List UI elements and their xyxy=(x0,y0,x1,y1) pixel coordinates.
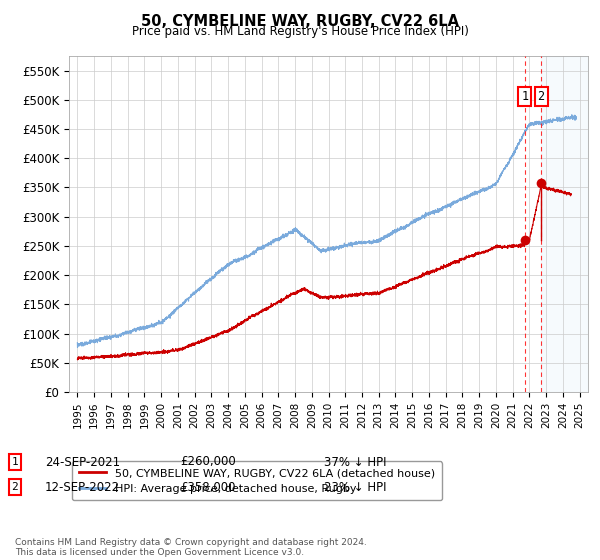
Text: £358,000: £358,000 xyxy=(180,480,235,494)
Text: 2: 2 xyxy=(11,482,19,492)
Legend: 50, CYMBELINE WAY, RUGBY, CV22 6LA (detached house), HPI: Average price, detache: 50, CYMBELINE WAY, RUGBY, CV22 6LA (deta… xyxy=(72,461,442,500)
Text: 2: 2 xyxy=(538,90,545,104)
Text: 37% ↓ HPI: 37% ↓ HPI xyxy=(324,455,386,469)
Text: 12-SEP-2022: 12-SEP-2022 xyxy=(45,480,120,494)
Text: Contains HM Land Registry data © Crown copyright and database right 2024.
This d: Contains HM Land Registry data © Crown c… xyxy=(15,538,367,557)
Bar xyxy=(541,56,588,392)
Text: 1: 1 xyxy=(521,90,529,104)
Text: 24-SEP-2021: 24-SEP-2021 xyxy=(45,455,120,469)
Text: 23% ↓ HPI: 23% ↓ HPI xyxy=(324,480,386,494)
Text: 50, CYMBELINE WAY, RUGBY, CV22 6LA: 50, CYMBELINE WAY, RUGBY, CV22 6LA xyxy=(141,14,459,29)
Text: 1: 1 xyxy=(11,457,19,467)
Text: Price paid vs. HM Land Registry's House Price Index (HPI): Price paid vs. HM Land Registry's House … xyxy=(131,25,469,38)
Text: £260,000: £260,000 xyxy=(180,455,236,469)
